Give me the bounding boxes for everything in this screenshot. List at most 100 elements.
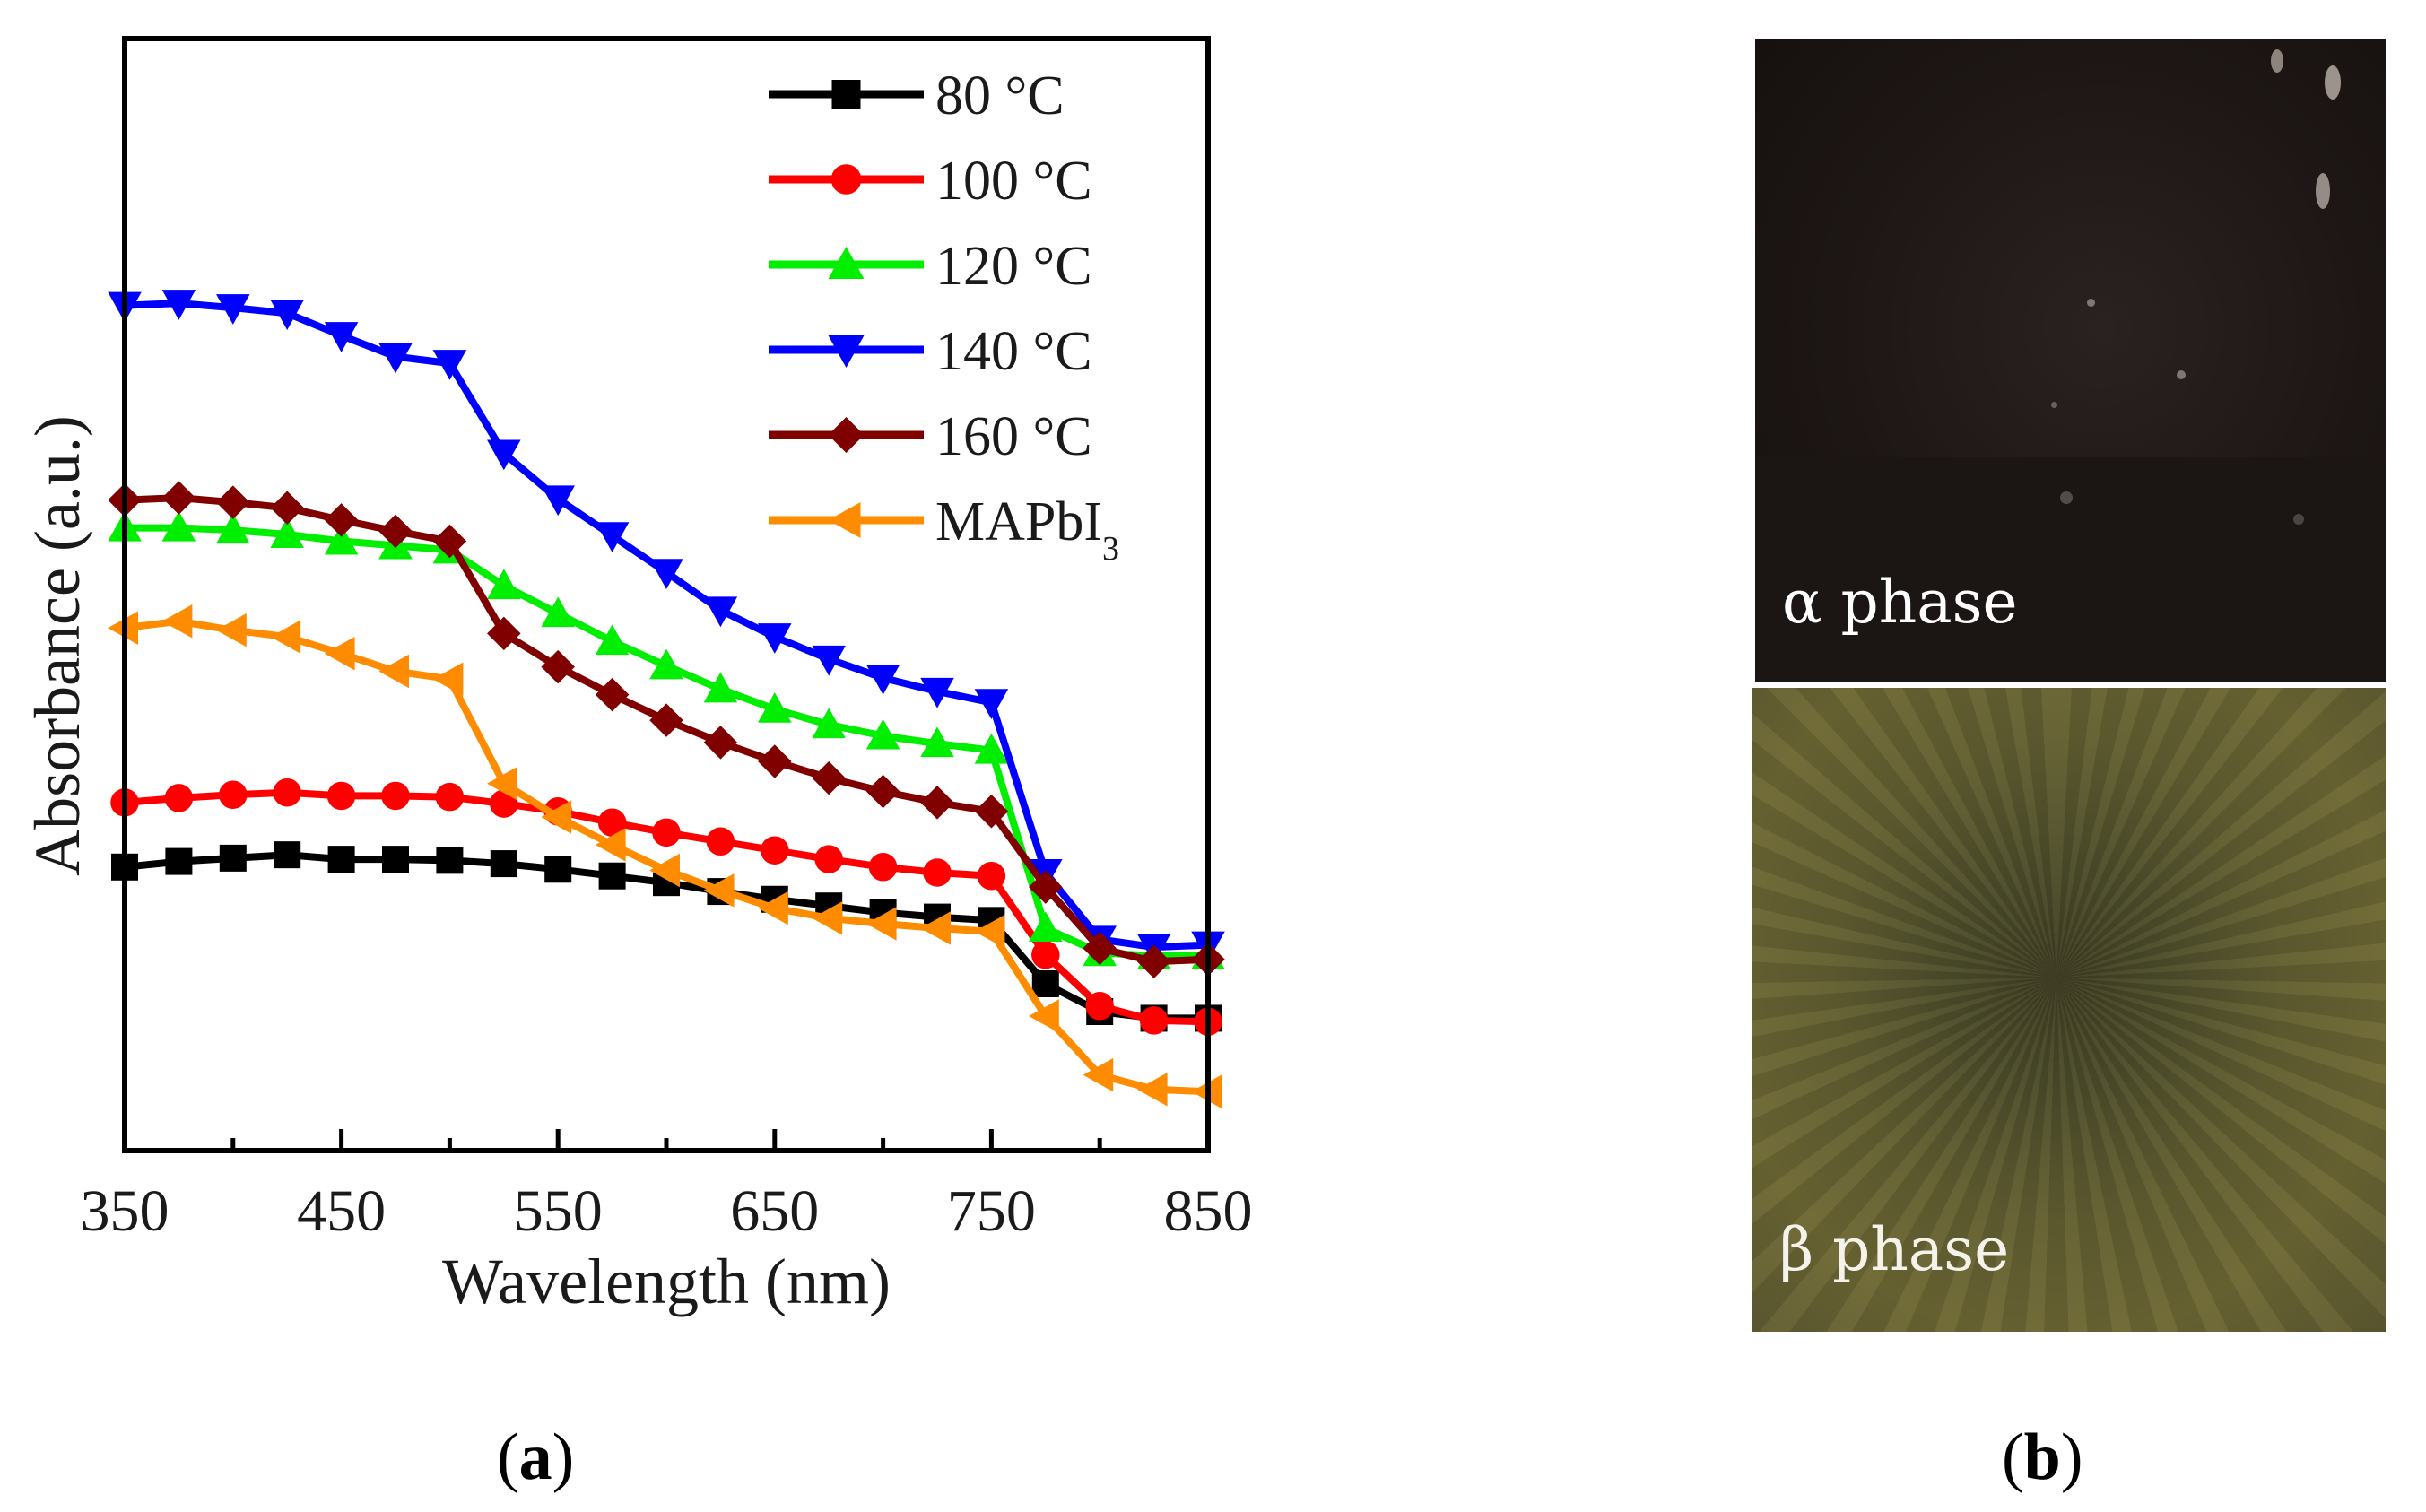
- data-point: [327, 846, 355, 873]
- data-point: [1029, 911, 1063, 942]
- legend-marker: [828, 335, 865, 368]
- x-tick-label: 850: [1164, 1178, 1253, 1244]
- data-point: [758, 623, 792, 654]
- x-tick-label: 750: [947, 1178, 1036, 1244]
- photo-band: [1755, 457, 2386, 682]
- data-point: [920, 786, 954, 820]
- data-point: [432, 524, 467, 559]
- data-point: [652, 818, 681, 847]
- data-point: [381, 781, 410, 811]
- panel-a-close: ): [552, 1421, 575, 1494]
- legend-marker: [830, 164, 862, 195]
- data-point: [649, 559, 683, 589]
- data-point: [1136, 1073, 1168, 1107]
- data-point: [703, 596, 738, 628]
- data-point: [161, 481, 196, 515]
- data-point: [595, 522, 630, 553]
- data-point: [1085, 992, 1114, 1021]
- data-point: [865, 718, 900, 750]
- data-point: [595, 624, 630, 656]
- data-point: [487, 439, 521, 471]
- data-point: [920, 677, 954, 708]
- data-point: [761, 836, 789, 865]
- photo-speck: [2087, 299, 2095, 307]
- x-tick-label: 550: [514, 1178, 603, 1244]
- data-point: [974, 733, 1009, 764]
- panel-b-letter: b: [2023, 1421, 2061, 1494]
- data-point: [865, 774, 900, 809]
- alpha-phase-photo: α phase: [1755, 39, 2386, 682]
- beta-phase-label: β phase: [1779, 1215, 2010, 1284]
- legend-item: 140 °C: [769, 321, 1092, 382]
- data-point: [324, 636, 355, 671]
- data-point: [1083, 1057, 1114, 1092]
- legend-label: 100 °C: [935, 151, 1092, 212]
- photo-speck: [2051, 402, 2057, 408]
- data-point: [703, 726, 738, 760]
- legend-item: 80 °C: [769, 65, 1065, 126]
- x-tick-label: 650: [730, 1178, 819, 1244]
- data-point: [378, 343, 413, 374]
- data-point: [161, 510, 196, 542]
- data-point: [216, 294, 250, 325]
- data-point: [165, 847, 193, 875]
- data-point: [216, 485, 250, 519]
- data-point: [598, 862, 626, 890]
- data-point: [649, 853, 680, 888]
- data-point: [1029, 870, 1063, 904]
- data-point: [706, 827, 735, 856]
- data-point: [597, 808, 627, 837]
- data-point: [270, 620, 301, 654]
- data-point: [219, 780, 248, 809]
- data-point: [1139, 1006, 1169, 1035]
- panel-b-close: ): [2060, 1421, 2083, 1494]
- data-point: [270, 517, 304, 549]
- legend-item: 120 °C: [769, 236, 1092, 297]
- data-point: [758, 691, 792, 723]
- data-point: [974, 914, 1005, 949]
- panel-label-a: (a): [497, 1420, 574, 1496]
- data-point: [758, 744, 792, 778]
- data-point: [541, 649, 575, 684]
- data-point: [1029, 999, 1059, 1033]
- data-point: [923, 858, 952, 887]
- data-point: [270, 491, 304, 526]
- data-point: [974, 795, 1009, 829]
- legend-label: 160 °C: [935, 406, 1092, 467]
- data-point: [274, 841, 301, 869]
- legend-label: MAPbI3: [935, 491, 1119, 568]
- data-point: [595, 677, 630, 712]
- legend-label: 140 °C: [935, 321, 1092, 382]
- data-point: [487, 569, 521, 600]
- data-point: [649, 648, 683, 680]
- legend-label: 120 °C: [935, 236, 1092, 297]
- series-5: [108, 481, 1225, 978]
- data-point: [541, 596, 575, 628]
- data-point: [270, 300, 304, 331]
- photo-speck: [2177, 370, 2186, 379]
- photo-speck: [2316, 173, 2330, 209]
- data-point: [161, 604, 193, 639]
- data-point: [812, 901, 843, 935]
- data-point: [436, 847, 464, 874]
- data-point: [324, 503, 359, 537]
- photo-speck: [2060, 491, 2073, 504]
- legend-marker: [828, 417, 865, 453]
- data-point: [544, 856, 572, 883]
- data-point: [758, 891, 788, 925]
- data-point: [432, 662, 464, 696]
- data-point: [920, 726, 954, 758]
- data-point: [378, 654, 409, 689]
- data-point: [326, 781, 356, 811]
- x-tick-label: 450: [297, 1178, 386, 1244]
- data-point: [1031, 941, 1060, 969]
- legend-item: 100 °C: [769, 151, 1092, 212]
- data-point: [435, 782, 465, 812]
- photo-texture: [1752, 688, 2386, 1332]
- panel-label-b: (b): [2002, 1420, 2083, 1496]
- legend-marker: [831, 80, 861, 109]
- data-point: [216, 613, 247, 647]
- photo-speck: [2271, 49, 2283, 73]
- data-point: [868, 853, 898, 882]
- legend-marker: [828, 502, 861, 538]
